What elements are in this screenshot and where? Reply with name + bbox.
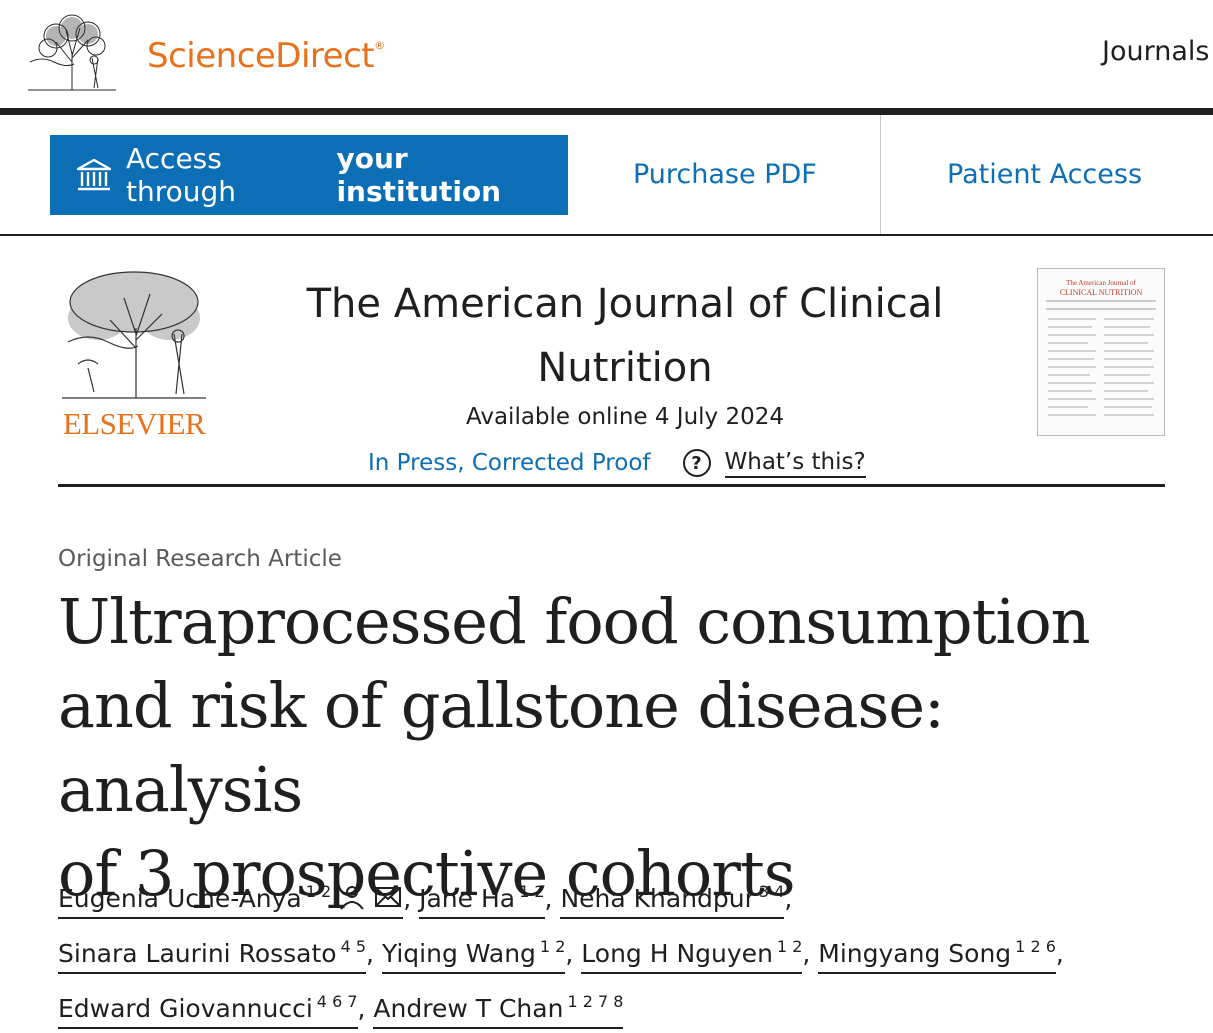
author-name: Yiqing Wang bbox=[381, 939, 536, 968]
journal-title-link[interactable]: The American Journal of Clinical Nutriti… bbox=[260, 272, 990, 400]
elsevier-tree-logo bbox=[62, 271, 206, 399]
cover-title-2: CLINICAL NUTRITION bbox=[1060, 288, 1143, 297]
author-name: Edward Giovannucci bbox=[58, 994, 313, 1023]
journal-cover-image: The American Journal of CLINICAL NUTRITI… bbox=[1046, 279, 1156, 416]
registered-mark: ® bbox=[374, 38, 385, 52]
author-link[interactable]: Neha Khandpur 3 4 bbox=[560, 882, 785, 919]
author-affiliation: 4 6 7 bbox=[316, 992, 358, 1011]
journal-title-line-1: The American Journal of Clinical bbox=[306, 281, 944, 327]
author-link[interactable]: Sinara Laurini Rossato 4 5 bbox=[58, 937, 367, 974]
author-link[interactable]: Yiqing Wang 1 2 bbox=[381, 937, 566, 974]
author-link[interactable]: Jane Ha 1 2 bbox=[419, 882, 545, 919]
elsevier-publisher-logo[interactable]: ELSEVIER bbox=[58, 268, 210, 441]
author-affiliation: 1 2 bbox=[539, 937, 566, 956]
available-online-date: Available online 4 July 2024 bbox=[465, 404, 785, 430]
cover-title-1: The American Journal of bbox=[1066, 279, 1136, 287]
author-affiliation: 1 2 7 8 bbox=[567, 992, 624, 1011]
author-link[interactable]: Mingyang Song 1 2 6 bbox=[818, 937, 1056, 974]
institution-icon bbox=[76, 158, 112, 191]
author-link[interactable]: Long H Nguyen 1 2 bbox=[581, 937, 803, 974]
envelope-icon[interactable] bbox=[373, 884, 403, 910]
author-affiliation: 1 2 bbox=[776, 937, 803, 956]
author-affiliation: 1 2 6 bbox=[1015, 937, 1056, 956]
nav-journals-link[interactable]: Journals bbox=[1102, 36, 1210, 67]
access-options-bar: Access through your institution Purchase … bbox=[0, 115, 1213, 235]
patient-access-link[interactable]: Patient Access bbox=[947, 159, 1143, 190]
access-bar-bottom-rule bbox=[0, 234, 1213, 236]
author-link[interactable]: Eugenia Uche-Anya 1 2 bbox=[58, 882, 404, 919]
author-link[interactable]: Andrew T Chan 1 2 7 8 bbox=[373, 992, 624, 1029]
author-name: Neha Khandpur bbox=[560, 884, 755, 913]
author-affiliation: 1 2 bbox=[519, 882, 545, 901]
question-mark-icon[interactable]: ? bbox=[682, 449, 711, 477]
journal-cover-thumbnail[interactable]: The American Journal of CLINICAL NUTRITI… bbox=[1037, 268, 1165, 436]
person-icon bbox=[340, 886, 364, 910]
access-through-institution-button[interactable]: Access through your institution bbox=[50, 135, 568, 215]
elsevier-wordmark: ELSEVIER bbox=[62, 406, 206, 441]
sciencedirect-logo[interactable]: ScienceDirect® bbox=[147, 36, 385, 76]
author-affiliation: 1 2 bbox=[305, 882, 332, 901]
article-title-line-3: of 3 prospective cohorts bbox=[58, 837, 796, 910]
purchase-pdf-link[interactable]: Purchase PDF bbox=[633, 159, 817, 190]
journal-title-line-2: Nutrition bbox=[537, 345, 713, 391]
author-name: Mingyang Song bbox=[818, 939, 1012, 968]
article-type-label: Original Research Article bbox=[58, 546, 342, 572]
author-name: Jane Ha bbox=[419, 884, 516, 913]
journal-header-rule bbox=[58, 484, 1165, 487]
access-button-bold: your institution bbox=[336, 142, 502, 208]
access-button-prefix: Access through bbox=[126, 142, 237, 208]
author-affiliation: 4 5 bbox=[340, 937, 367, 956]
author-list: Eugenia Uche-Anya 1 2, Jane Ha 1 2, Neha K… bbox=[58, 868, 1188, 1033]
author-name: Eugenia Uche-Anya bbox=[58, 884, 302, 913]
article-title-line-1: Ultraprocessed food consumption bbox=[58, 585, 1091, 658]
whats-this-link[interactable]: What’s this? bbox=[724, 448, 866, 478]
site-header: ScienceDirect® Journals bbox=[0, 0, 1213, 108]
article-title-line-2: and risk of gallstone disease: analysis bbox=[58, 669, 945, 826]
in-press-status-link[interactable]: In Press, Corrected Proof bbox=[368, 450, 651, 476]
elsevier-tree-logo-small[interactable] bbox=[26, 12, 118, 92]
article-title: Ultraprocessed food consumption and risk… bbox=[58, 580, 1178, 916]
access-divider bbox=[880, 115, 881, 235]
author-affiliation: 3 4 bbox=[758, 882, 785, 901]
header-divider bbox=[0, 108, 1213, 115]
author-name: Long H Nguyen bbox=[581, 939, 773, 968]
author-name: Sinara Laurini Rossato bbox=[58, 939, 337, 968]
author-link[interactable]: Edward Giovannucci 4 6 7 bbox=[58, 992, 358, 1029]
brand-name: ScienceDirect bbox=[147, 36, 375, 76]
author-name: Andrew T Chan bbox=[373, 994, 564, 1023]
article-status-row: In Press, Corrected Proof ? What’s this? bbox=[368, 446, 866, 480]
